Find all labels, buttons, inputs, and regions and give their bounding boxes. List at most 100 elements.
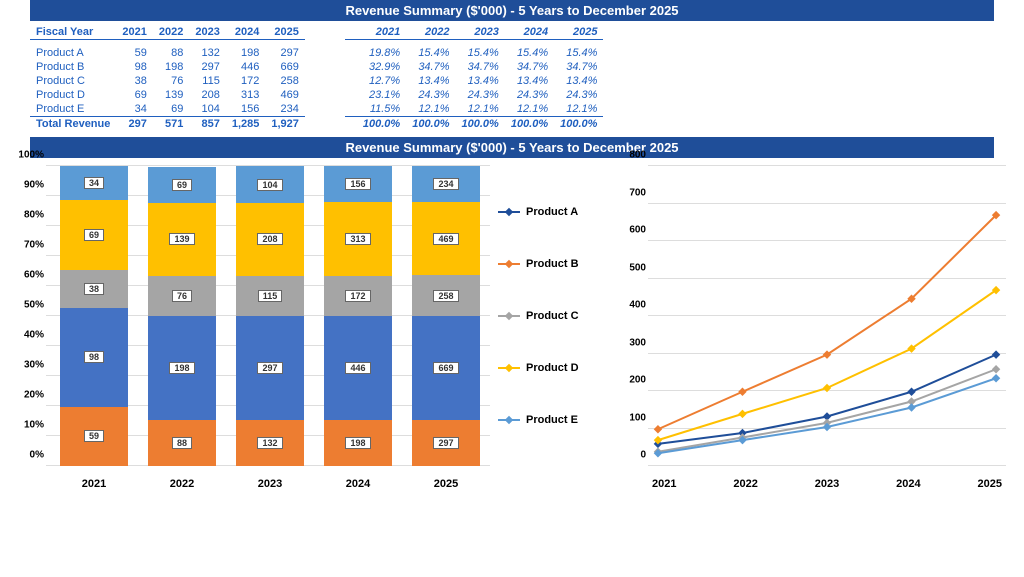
cell-value: 172 [226, 74, 266, 88]
total-value: 857 [189, 117, 225, 132]
bar-segment: 446 [324, 316, 392, 420]
segment-label: 59 [84, 430, 104, 442]
total-pct: 100.0% [505, 117, 554, 132]
line-series [658, 215, 996, 429]
bar-segment: 76 [148, 276, 216, 316]
cell-pct: 15.4% [406, 46, 455, 60]
x-label: 2022 [170, 478, 194, 490]
cell-pct: 24.3% [456, 88, 505, 102]
cell-value: 208 [189, 88, 225, 102]
lc-y-tick: 800 [629, 150, 646, 161]
cell-value: 139 [153, 88, 189, 102]
fiscal-year-header: Fiscal Year [30, 25, 116, 40]
lc-x-label: 2024 [896, 478, 920, 490]
segment-label: 115 [258, 290, 283, 302]
bar-segment: 198 [148, 316, 216, 420]
segment-label: 69 [172, 179, 192, 191]
x-label: 2024 [346, 478, 370, 490]
marker [992, 365, 1000, 373]
lc-x-label: 2021 [652, 478, 676, 490]
cell-pct: 11.5% [357, 102, 406, 117]
cell-pct: 34.7% [505, 60, 554, 74]
cell-pct: 12.1% [554, 102, 603, 117]
y-tick: 70% [24, 240, 44, 251]
marker [738, 388, 746, 396]
bar-column: 132297115208104 [236, 166, 304, 466]
total-value: 1,927 [265, 117, 305, 132]
stacked-bar-chart: 0%10%20%30%40%50%60%70%80%90%100%5998386… [10, 166, 490, 496]
segment-label: 156 [345, 178, 370, 190]
charts-row: 0%10%20%30%40%50%60%70%80%90%100%5998386… [0, 158, 1024, 496]
segment-label: 139 [169, 233, 194, 245]
cell-pct: 34.7% [406, 60, 455, 74]
bar-segment: 297 [236, 316, 304, 420]
cell-value: 34 [116, 102, 152, 117]
legend: Product AProduct BProduct CProduct DProd… [498, 166, 608, 496]
line-chart: 0100200300400500600700800202120222023202… [616, 166, 1014, 496]
legend-item: Product C [498, 310, 608, 322]
bar-segment: 104 [236, 166, 304, 202]
bar-segment: 258 [412, 275, 480, 315]
lc-x-label: 2022 [733, 478, 757, 490]
bar-segment: 297 [412, 420, 480, 466]
cell-value: 297 [265, 46, 305, 60]
cell-pct: 13.4% [554, 74, 603, 88]
y-tick: 40% [24, 330, 44, 341]
year-header: 2023 [456, 25, 505, 40]
x-label: 2025 [434, 478, 458, 490]
year-header: 2021 [357, 25, 406, 40]
marker [907, 388, 915, 396]
marker [992, 350, 1000, 358]
legend-label: Product E [526, 414, 578, 426]
cell-value: 104 [189, 102, 225, 117]
segment-label: 38 [84, 283, 104, 295]
cell-value: 198 [153, 60, 189, 74]
year-header: 2024 [226, 25, 266, 40]
total-pct: 100.0% [456, 117, 505, 132]
cell-value: 132 [189, 46, 225, 60]
product-name: Product D [30, 88, 116, 102]
cell-pct: 15.4% [505, 46, 554, 60]
bar-column: 297669258469234 [412, 166, 480, 466]
title-banner-2: Revenue Summary ($'000) - 5 Years to Dec… [30, 137, 994, 158]
cell-value: 446 [226, 60, 266, 74]
year-header: 2025 [554, 25, 603, 40]
bar-segment: 69 [148, 167, 216, 203]
total-pct: 100.0% [357, 117, 406, 132]
cell-pct: 15.4% [554, 46, 603, 60]
bar-column: 198446 172 313 156 [324, 166, 392, 466]
marker [654, 425, 662, 433]
bar-segment: 156 [324, 166, 392, 202]
segment-label: 297 [257, 362, 282, 374]
bar-segment: 234 [412, 166, 480, 202]
year-header: 2021 [116, 25, 152, 40]
legend-item: Product D [498, 362, 608, 374]
x-label: 2023 [258, 478, 282, 490]
year-header: 2024 [505, 25, 554, 40]
lc-y-tick: 100 [629, 412, 646, 423]
x-label: 2021 [82, 478, 106, 490]
year-header: 2022 [153, 25, 189, 40]
bar-segment: 198 [324, 420, 392, 466]
total-value: 571 [153, 117, 189, 132]
lc-x-label: 2023 [815, 478, 839, 490]
bar-segment: 115 [236, 276, 304, 316]
legend-label: Product D [526, 362, 579, 374]
segment-label: 313 [345, 233, 370, 245]
product-name: Product C [30, 74, 116, 88]
cell-value: 69 [153, 102, 189, 117]
segment-label: 234 [433, 178, 458, 190]
product-name: Product B [30, 60, 116, 74]
y-tick: 50% [24, 300, 44, 311]
cell-value: 313 [226, 88, 266, 102]
cell-value: 297 [189, 60, 225, 74]
cell-pct: 34.7% [554, 60, 603, 74]
total-pct: 100.0% [406, 117, 455, 132]
y-tick: 30% [24, 360, 44, 371]
percent-table: 2021202220232024202519.8%15.4%15.4%15.4%… [345, 25, 604, 131]
cell-pct: 13.4% [456, 74, 505, 88]
cell-pct: 24.3% [554, 88, 603, 102]
cell-pct: 12.1% [456, 102, 505, 117]
cell-pct: 12.1% [505, 102, 554, 117]
segment-label: 172 [345, 290, 370, 302]
